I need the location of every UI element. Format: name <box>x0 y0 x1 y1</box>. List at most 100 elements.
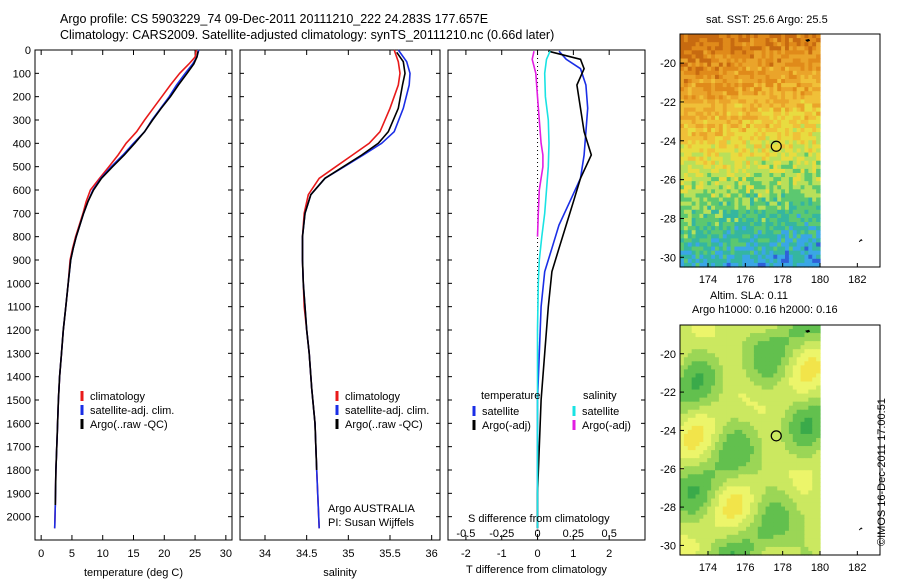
map-cell <box>726 490 732 496</box>
map-cell <box>796 140 802 145</box>
map-cell <box>683 373 689 379</box>
map-cell <box>750 136 755 141</box>
map-cell <box>769 361 774 366</box>
map-cell <box>788 506 794 512</box>
map-cell <box>703 550 708 556</box>
map-cell <box>715 530 720 536</box>
map-cell <box>800 213 806 219</box>
map-cell <box>730 164 736 170</box>
map-cell <box>683 74 689 80</box>
map-cell <box>715 152 720 158</box>
map-cell <box>703 329 708 334</box>
map-cell <box>707 401 712 407</box>
map-cell <box>808 242 813 248</box>
map-cell <box>765 103 771 109</box>
map-cell <box>769 377 774 383</box>
map-cell <box>683 333 689 338</box>
map-cell <box>742 466 747 471</box>
map-frame <box>679 324 881 556</box>
map-cell <box>699 421 704 427</box>
map-cell <box>738 128 743 133</box>
map-cell <box>746 42 751 47</box>
map-cell <box>765 226 771 231</box>
map-cell <box>711 209 716 215</box>
map-cell <box>804 526 809 532</box>
map-cell <box>761 115 767 121</box>
map-cell <box>718 87 724 92</box>
map-cell <box>765 494 771 500</box>
map-cell <box>765 34 771 39</box>
map-cell <box>738 349 743 354</box>
map-cell <box>769 226 774 231</box>
map-cell <box>761 349 767 354</box>
map-cell <box>781 357 786 362</box>
map-cell <box>765 433 771 439</box>
map-cell <box>726 381 732 387</box>
map-cell <box>746 177 751 182</box>
map-cell <box>746 377 751 383</box>
map-cell <box>773 377 778 383</box>
map-cell <box>680 458 685 463</box>
x-tick-label: 2 <box>606 548 612 560</box>
map-cell <box>742 50 747 56</box>
map-cell <box>726 230 732 235</box>
map-cell <box>804 209 809 215</box>
map-cell <box>792 534 798 540</box>
map-cell <box>796 542 802 548</box>
map-cell <box>691 70 697 76</box>
map-cell <box>804 514 809 520</box>
map-cell <box>785 128 790 133</box>
map-cell <box>765 466 771 471</box>
map-cell <box>800 506 806 512</box>
map-cell <box>715 144 720 150</box>
map-cell <box>785 373 790 379</box>
map-cell <box>707 115 712 121</box>
map-cell <box>703 181 708 186</box>
map-cell <box>781 115 786 121</box>
map-cell <box>800 238 806 244</box>
map-cell <box>738 494 743 500</box>
map-cell <box>761 83 767 88</box>
map-cell <box>777 54 782 60</box>
map-cell <box>816 373 821 379</box>
map-cell <box>796 538 802 544</box>
map-cell <box>718 132 724 137</box>
map-cell <box>730 393 736 399</box>
map-cell <box>683 377 689 383</box>
map-cell <box>769 333 774 338</box>
map-cell <box>711 401 716 407</box>
map-cell <box>734 546 739 552</box>
map-cell <box>765 140 771 145</box>
map-cell <box>680 91 685 96</box>
map-cell <box>738 201 743 207</box>
map-cell <box>808 238 813 244</box>
map-cell <box>726 119 732 125</box>
map-cell <box>792 429 798 435</box>
map-cell <box>730 369 736 375</box>
map-cell <box>730 502 736 508</box>
map-cell <box>734 152 739 158</box>
map-cell <box>804 111 809 117</box>
map-cell <box>722 230 728 235</box>
map-cell <box>699 254 704 260</box>
map-cell <box>777 510 782 516</box>
map-cell <box>777 34 782 39</box>
map-cell <box>699 329 704 334</box>
map-cell <box>726 506 732 512</box>
map-cell <box>781 393 786 399</box>
map-cell <box>796 462 802 467</box>
map-cell <box>750 250 755 256</box>
map-cell <box>792 238 798 244</box>
map-cell <box>796 189 802 195</box>
map-cell <box>730 119 736 125</box>
map-cell <box>788 369 794 375</box>
map-cell <box>707 38 712 43</box>
map-cell <box>722 38 728 43</box>
map-cell <box>730 128 736 133</box>
map-cell <box>722 95 728 101</box>
map-cell <box>687 325 693 330</box>
map-cell <box>796 470 802 475</box>
map-cell <box>707 111 712 117</box>
map-cell <box>781 140 786 145</box>
map-cell <box>738 242 743 248</box>
